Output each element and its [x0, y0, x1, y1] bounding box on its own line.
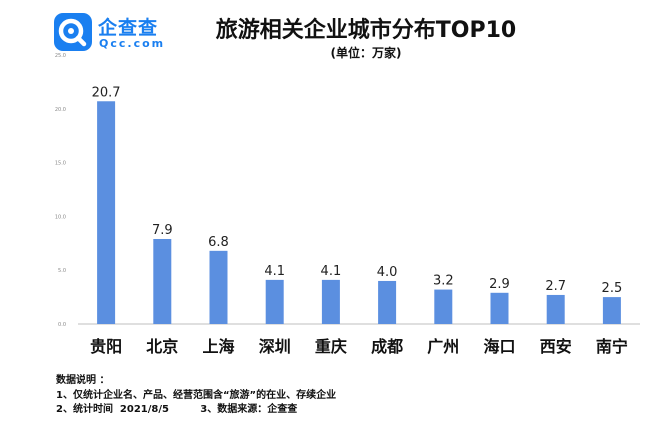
notes-line-2: 2、统计时间 2021/8/5 3、数据来源：企查查 [56, 404, 298, 415]
notes-line-1: 1、仅统计企业名、产品、经营范围含“旅游”的在业、存续企业 [56, 389, 337, 401]
x-tick-label-广州: 广州 [427, 337, 459, 356]
x-tick-label-海口: 海口 [483, 337, 515, 356]
qcc-logo-icon [54, 13, 92, 51]
y-tick-label-5: 25.0 [55, 53, 66, 59]
logo-url: Qcc.com [99, 37, 166, 50]
x-tick-label-西安: 西安 [540, 337, 572, 356]
x-tick-label-上海: 上海 [202, 337, 234, 356]
bar-重庆 [321, 279, 340, 324]
bar-贵阳 [97, 101, 116, 324]
x-tick-label-北京: 北京 [146, 337, 178, 356]
x-tick-label-南宁: 南宁 [596, 337, 628, 356]
x-tick-label-深圳: 深圳 [259, 337, 291, 356]
y-tick-label-4: 20.0 [55, 107, 66, 113]
data-notes: 数据说明 ： 1、仅统计企业名、产品、经营范围含“旅游”的在业、存续企业 2、统… [56, 374, 336, 418]
bar-北京 [153, 238, 172, 324]
data-label-上海: 6.8 [208, 235, 229, 250]
bar-西安 [546, 294, 565, 324]
data-label-重庆: 4.1 [321, 264, 342, 279]
y-tick-label-1: 5.0 [58, 268, 66, 274]
bar-广州 [434, 289, 453, 324]
x-tick-label-成都: 成都 [371, 337, 403, 356]
chart-title: 旅游相关企业城市分布TOP10 [215, 18, 517, 43]
qcc-logo: 企查查 Qcc.com [53, 10, 173, 54]
data-label-西安: 2.7 [545, 279, 566, 294]
data-label-海口: 2.9 [489, 277, 510, 292]
logo-name: 企查查 [98, 17, 159, 39]
data-label-广州: 3.2 [433, 274, 454, 289]
bar-上海 [209, 250, 228, 324]
bar-成都 [378, 280, 397, 324]
x-tick-label-贵阳: 贵阳 [90, 337, 122, 356]
bar-海口 [490, 292, 509, 324]
y-tick-label-3: 15.0 [55, 161, 66, 167]
y-tick-label-2: 10.0 [55, 214, 66, 220]
data-label-南宁: 2.5 [602, 281, 623, 296]
bar-南宁 [602, 297, 621, 324]
data-label-深圳: 4.1 [264, 264, 285, 279]
x-tick-label-重庆: 重庆 [315, 337, 347, 356]
data-label-成都: 4.0 [377, 265, 398, 280]
chart-subtitle: (单位：万家) [330, 46, 402, 60]
bar-深圳 [265, 279, 284, 324]
y-tick-label-0: 0.0 [58, 322, 66, 328]
notes-heading: 数据说明 ： [56, 375, 110, 386]
data-label-北京: 7.9 [152, 223, 173, 238]
data-label-贵阳: 20.7 [92, 85, 121, 100]
